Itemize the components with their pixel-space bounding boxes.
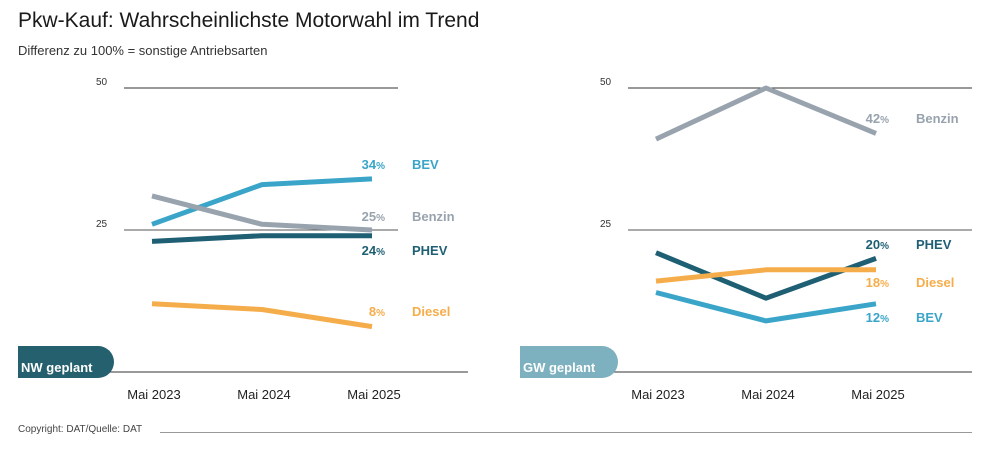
data-label-benzin: 42% — [866, 111, 889, 126]
legend-label-phev: PHEV — [916, 237, 952, 252]
series-line-diesel — [151, 301, 373, 330]
series-line-phev — [151, 233, 372, 244]
y-tick-label: 50 — [96, 77, 108, 88]
legend-label-bev: BEV — [412, 157, 439, 172]
panel-badge — [18, 346, 114, 378]
data-label-benzin: 25% — [362, 209, 385, 224]
x-tick-label: Mai 2023 — [631, 387, 684, 402]
data-label-phev: 24% — [362, 243, 385, 258]
legend-label-diesel: Diesel — [412, 304, 450, 319]
x-tick-label: Mai 2023 — [127, 387, 180, 402]
chart-subtitle: Differenz zu 100% = sonstige Antriebsart… — [18, 43, 268, 58]
panel-badge-label: NW geplant — [21, 360, 93, 375]
series-line-diesel — [655, 267, 876, 284]
legend-label-diesel: Diesel — [916, 275, 954, 290]
data-label-diesel: 18% — [866, 275, 889, 290]
panel-badge — [520, 346, 618, 378]
x-tick-label: Mai 2024 — [237, 387, 290, 402]
data-label-diesel: 8% — [369, 304, 385, 319]
panel-gw: 50 25 Mai 2023 Mai 2024 Mai 2025 42% Benzin 20%… — [520, 77, 972, 402]
series-line-benzin — [654, 85, 877, 142]
legend-label-benzin: Benzin — [412, 209, 455, 224]
footer-divider — [160, 432, 972, 433]
data-label-bev: 12% — [866, 310, 889, 325]
y-tick-label: 25 — [96, 219, 108, 230]
y-tick-label: 50 — [600, 77, 612, 88]
copyright-footer: Copyright: DAT/Quelle: DAT — [18, 424, 143, 435]
series-line-bev — [151, 176, 373, 227]
y-tick-label: 25 — [600, 219, 612, 230]
chart-title: Pkw-Kauf: Wahrscheinlichste Motorwahl im… — [18, 9, 480, 32]
data-label-bev: 34% — [362, 157, 385, 172]
x-tick-label: Mai 2024 — [741, 387, 794, 402]
legend-label-phev: PHEV — [412, 243, 448, 258]
data-label-phev: 20% — [866, 237, 889, 252]
legend-label-benzin: Benzin — [916, 111, 959, 126]
series-line-bev — [655, 290, 877, 324]
panel-badge-label: GW geplant — [523, 360, 596, 375]
legend-label-bev: BEV — [916, 310, 943, 325]
series-line-benzin — [151, 193, 373, 233]
panel-nw: 50 25 Mai 2023 Mai 2024 Mai 2025 34% BEV 25% Ben… — [18, 77, 468, 402]
x-tick-label: Mai 2025 — [347, 387, 400, 402]
x-tick-label: Mai 2025 — [851, 387, 904, 402]
